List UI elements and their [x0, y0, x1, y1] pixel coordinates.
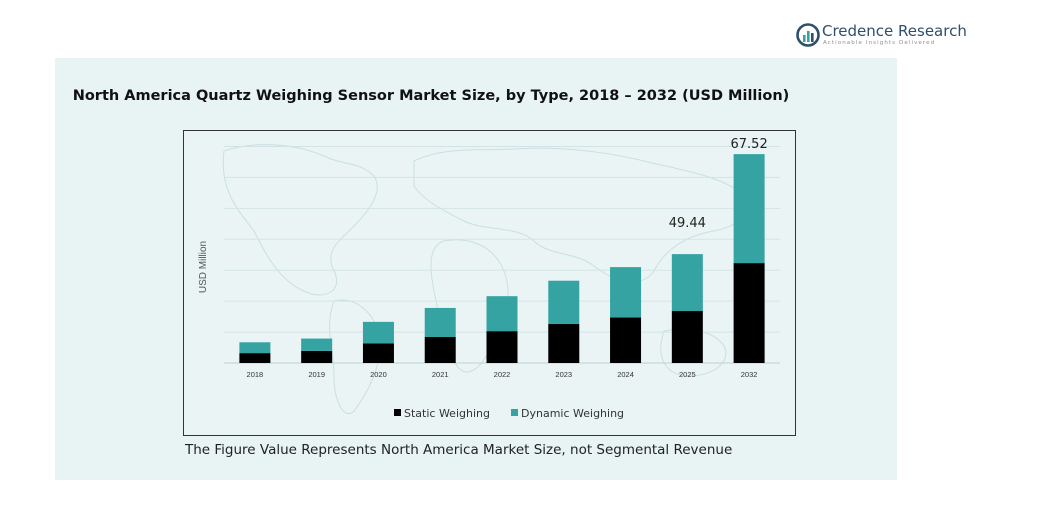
data-label-2025: 49.44 [669, 216, 706, 231]
x-tick-label-2032: 2032 [741, 370, 758, 379]
chart-title: North America Quartz Weighing Sensor Mar… [72, 88, 790, 104]
bar-static-2025 [671, 311, 703, 363]
bar-static-2022 [486, 331, 518, 363]
x-tick-label-2023: 2023 [555, 370, 572, 379]
y-axis-label: USD Million [198, 241, 209, 293]
bar-dynamic-2019 [301, 338, 333, 351]
legend-swatch-dynamic [511, 409, 518, 416]
x-tick-label-2019: 2019 [308, 370, 325, 379]
footnote: The Figure Value Represents North Americ… [185, 442, 733, 458]
legend-label-dynamic: Dynamic Weighing [521, 407, 624, 420]
x-tick-label-2024: 2024 [617, 370, 634, 379]
bar-dynamic-2020 [362, 321, 394, 344]
brand-name: Credence Research [822, 22, 967, 40]
bar-static-2023 [548, 324, 580, 363]
legend: Static Weighing Dynamic Weighing [394, 407, 624, 420]
chart-panel: North America Quartz Weighing Sensor Mar… [55, 58, 897, 480]
bars [239, 154, 765, 363]
brand-logo: Credence Research Actionable Insights De… [796, 20, 967, 50]
plot-area: 2018 2019 2020 2021 2022 2023 2024 2025 2032 49.… [183, 130, 796, 436]
bar-static-2032 [733, 263, 765, 363]
legend-swatch-static [394, 409, 401, 416]
world-map-watermark [222, 144, 750, 414]
x-tick-label-2022: 2022 [494, 370, 511, 379]
data-label-2032: 67.52 [731, 137, 768, 152]
x-tick-label-2020: 2020 [370, 370, 387, 379]
bar-dynamic-2032 [733, 154, 765, 264]
bar-dynamic-2021 [424, 307, 456, 338]
bar-dynamic-2018 [239, 342, 271, 354]
bar-dynamic-2022 [486, 296, 518, 332]
bar-static-2024 [610, 317, 642, 363]
x-tick-label-2021: 2021 [432, 370, 449, 379]
bar-dynamic-2025 [671, 254, 703, 312]
bar-dynamic-2024 [610, 267, 642, 318]
brand-tagline: Actionable Insights Delivered [823, 40, 936, 46]
legend-label-static: Static Weighing [404, 407, 490, 420]
x-tick-label-2018: 2018 [247, 370, 264, 379]
credence-logo-icon [796, 23, 820, 47]
bar-static-2020 [362, 343, 394, 363]
bar-static-2018 [239, 353, 271, 363]
bar-dynamic-2023 [548, 280, 580, 325]
data-labels: 49.44 67.52 [669, 137, 768, 231]
bar-static-2019 [301, 350, 333, 363]
x-tick-label-2025: 2025 [679, 370, 696, 379]
chart-svg: 2018 2019 2020 2021 2022 2023 2024 2025 2032 49.… [198, 137, 780, 420]
bar-static-2021 [424, 337, 456, 363]
x-tick-labels: 2018 2019 2020 2021 2022 2023 2024 2025 2032 [247, 370, 758, 379]
